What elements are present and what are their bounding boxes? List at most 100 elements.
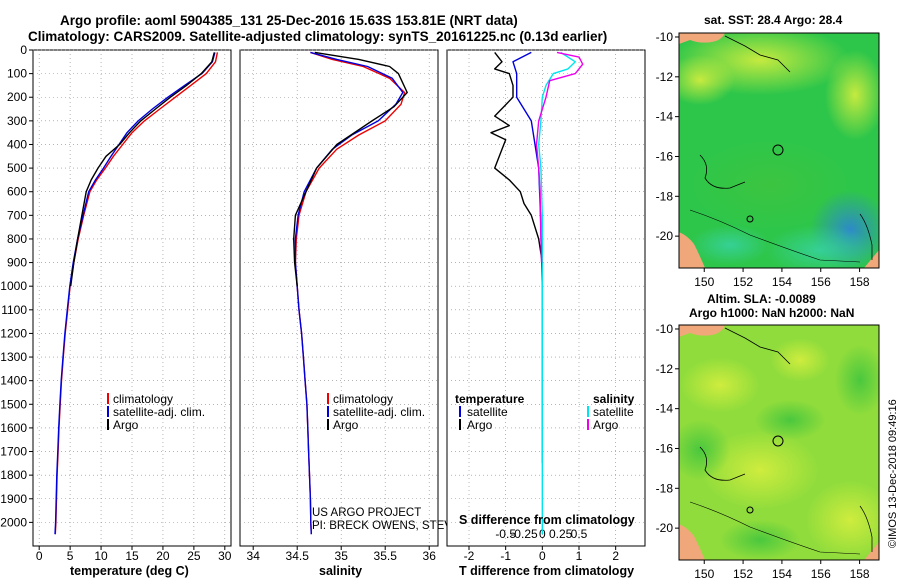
x-tick-label: 10 (94, 549, 108, 563)
legend-argo-label: Argo (333, 418, 359, 432)
depth-tick-label: 1600 (0, 421, 27, 435)
x-tick-label: 1 (576, 549, 583, 563)
map-lon-tick-label: 156 (811, 275, 831, 289)
map-lat-tick-label: -20 (656, 229, 674, 243)
sla-map-panel: Altim. SLA: -0.0089 Argo h1000: NaN h200… (656, 292, 880, 580)
x-tick-label: 36 (423, 549, 437, 563)
map-lon-tick-label: 154 (772, 567, 792, 580)
sla-map-title-1: Altim. SLA: -0.0089 (707, 292, 816, 306)
x-tick-label: 5 (67, 549, 74, 563)
s-tick-label: 0.25 (549, 527, 573, 541)
s-difference-axis-labels: -0.5-0.25 0 0.250.5 (495, 527, 587, 541)
sst-map-title: sat. SST: 28.4 Argo: 28.4 (704, 13, 843, 27)
x-tick-label: -1 (500, 549, 511, 563)
x-tick-label: 35.5 (374, 549, 398, 563)
depth-tick-label: 500 (7, 161, 27, 175)
s-tick-label: -0.5 (495, 527, 516, 541)
depth-tick-label: 1900 (0, 492, 27, 506)
difference-panel: -2 -1 0 1 2 -0.5-0.25 0 0.250.5 T difference f… (446, 49, 646, 578)
legend-s-argo-label: Argo (593, 418, 619, 432)
x-tick-label: 34.5 (286, 549, 310, 563)
difference-legend: temperature satellite Argo salinity sate… (455, 392, 635, 432)
map-lon-tick-label: 158 (850, 567, 870, 580)
salinity-xlabel: salinity (319, 564, 362, 578)
legend-t-satellite-label: satellite (467, 405, 508, 419)
salinity-panel: 34 34.5 35 35.5 36 salinity climatology sate… (239, 49, 581, 578)
difference-grid (447, 49, 645, 546)
map-lat-tick-label: -16 (656, 441, 674, 455)
map-lon-tick-label: 154 (772, 275, 792, 289)
map-lat-tick-label: -18 (656, 481, 674, 495)
depth-tick-label: 700 (7, 208, 27, 222)
depth-tick-label: 400 (7, 137, 27, 151)
sst-map-panel: sat. SST: 28.4 Argo: 28.4 150 152 154 156 15… (656, 13, 880, 289)
depth-tick-label: 800 (7, 232, 27, 246)
temperature-panel: 0 100 200 300 400 500 600 700 800 900 1000 1100 1200… (0, 43, 232, 578)
series-satellite-adj-clim (294, 51, 404, 535)
depth-tick-label: 100 (7, 67, 27, 81)
series-s-argo (535, 51, 584, 263)
sla-map-axis-labels: 150 152 154 156 158 -10 -12 -14 -16 -18 -20 (656, 322, 870, 580)
map-lat-tick-label: -10 (656, 322, 674, 336)
imos-timestamp: ©IMOS 13-Dec-2018 09:49:16 (887, 399, 899, 548)
x-tick-label: 35 (335, 549, 349, 563)
sst-map-field (679, 33, 879, 268)
map-lat-tick-label: -14 (656, 402, 674, 416)
depth-tick-label: 900 (7, 256, 27, 270)
map-lon-tick-label: 152 (733, 275, 753, 289)
depth-tick-label: 1200 (0, 326, 27, 340)
map-lat-tick-label: -14 (656, 110, 674, 124)
sla-map-field (679, 325, 879, 560)
map-lat-tick-label: -16 (656, 149, 674, 163)
temperature-grid (33, 49, 231, 546)
depth-tick-label: 200 (7, 90, 27, 104)
depth-tick-label: 1400 (0, 374, 27, 388)
temperature-legend: climatology satellite-adj. clim. Argo (107, 392, 205, 432)
map-lon-tick-label: 156 (811, 567, 831, 580)
x-tick-label: 2 (612, 549, 619, 563)
temperature-axis-labels: 0 5 10 15 20 25 30 (36, 546, 232, 563)
depth-tick-label: 1100 (1, 303, 27, 317)
depth-tick-label: 300 (7, 114, 27, 128)
x-tick-label: 0 (539, 549, 546, 563)
s-difference-xlabel: S difference from climatology (459, 513, 635, 527)
salinity-grid (240, 49, 438, 546)
x-tick-label: 0 (36, 549, 43, 563)
title-line-2: Climatology: CARS2009. Satellite-adjuste… (28, 29, 607, 44)
map-lat-tick-label: -18 (656, 189, 674, 203)
map-lon-tick-label: 152 (733, 567, 753, 580)
legend-salinity-title: salinity (593, 392, 635, 406)
depth-tick-label: 1800 (0, 468, 27, 482)
depth-tick-label: 1000 (0, 279, 27, 293)
difference-series (490, 51, 584, 535)
salinity-frame (239, 49, 439, 547)
depth-tick-label: 1300 (0, 350, 27, 364)
depth-axis-labels: 0 100 200 300 400 500 600 700 800 900 1000 1100 1200… (0, 43, 33, 529)
legend-climatology-label: climatology (333, 392, 393, 406)
map-lon-tick-label: 158 (850, 275, 870, 289)
legend-t-argo-label: Argo (467, 418, 493, 432)
x-tick-label: -2 (464, 549, 475, 563)
depth-tick-label: 1500 (0, 397, 27, 411)
s-tick-label: 0.5 (571, 527, 588, 541)
map-lon-tick-label: 150 (694, 275, 714, 289)
depth-tick-label: 600 (7, 185, 27, 199)
legend-argo-label: Argo (113, 418, 139, 432)
x-tick-label: 20 (156, 549, 170, 563)
salinity-axis-labels: 34 34.5 35 35.5 36 (247, 546, 437, 563)
x-tick-label: 15 (125, 549, 139, 563)
map-lon-tick-label: 150 (694, 567, 714, 580)
series-t-argo (490, 51, 543, 284)
legend-satellite-label: satellite-adj. clim. (113, 405, 205, 419)
x-tick-label: 30 (218, 549, 232, 563)
salinity-series (293, 51, 408, 535)
s-tick-label: -0.25 (510, 527, 538, 541)
map-lat-tick-label: -20 (656, 521, 674, 535)
project-credit: US ARGO PROJECT (312, 507, 421, 519)
series-s-satellite (538, 51, 576, 535)
temperature-series (54, 52, 219, 535)
map-lat-tick-label: -12 (656, 362, 674, 376)
salinity-legend: climatology satellite-adj. clim. Argo (327, 392, 425, 432)
legend-climatology-label: climatology (113, 392, 173, 406)
